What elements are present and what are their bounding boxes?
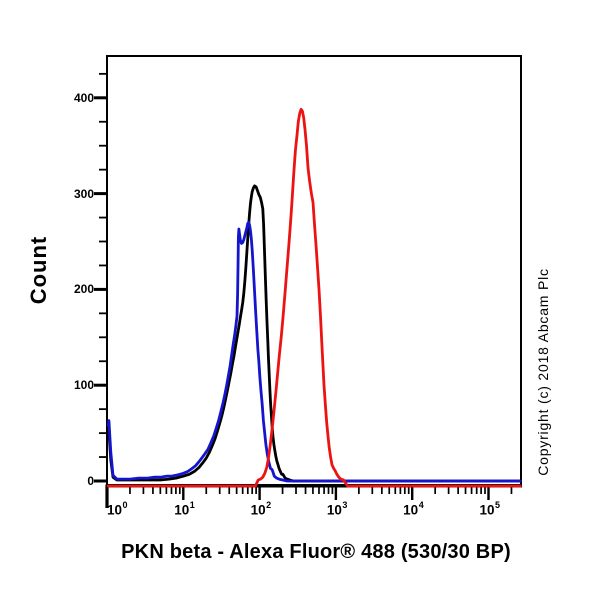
- y-tick-label: 100: [73, 378, 94, 393]
- y-tick-label: 300: [73, 186, 94, 201]
- x-axis-title: PKN beta - Alexa Fluor® 488 (530/30 BP): [121, 541, 511, 563]
- x-tick-label: 103: [326, 500, 348, 518]
- y-tick-label: 200: [73, 282, 94, 297]
- x-tick-label: 100: [106, 500, 128, 518]
- x-tick-label: 102: [250, 500, 272, 518]
- y-tick-label: 0: [87, 474, 94, 488]
- x-tick-label: 105: [479, 500, 501, 518]
- copyright-notice: Copyright (c) 2018 Abcam Plc: [535, 268, 551, 476]
- x-tick-label: 104: [403, 500, 424, 518]
- x-tick-label: 101: [174, 500, 195, 518]
- y-tick-label: 400: [73, 90, 94, 105]
- y-axis-title: Count: [26, 235, 51, 305]
